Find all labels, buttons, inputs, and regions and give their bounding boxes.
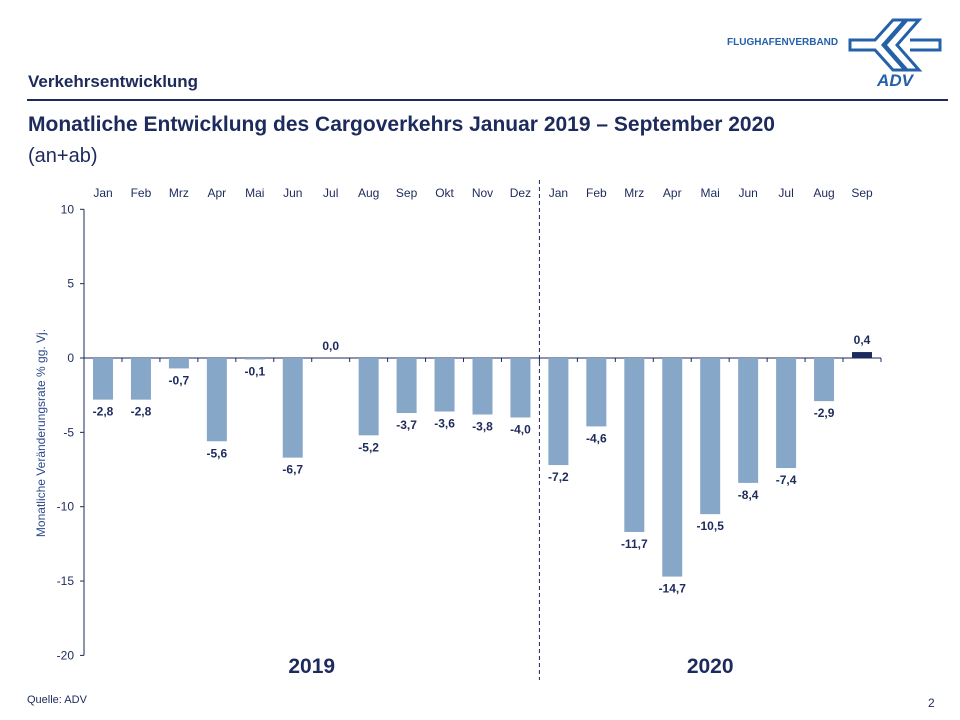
y-tick-label: -10 bbox=[57, 500, 75, 514]
x-tick-label: Jun bbox=[283, 186, 302, 200]
bar bbox=[93, 358, 113, 400]
data-label: -7,2 bbox=[548, 470, 569, 484]
bar bbox=[700, 358, 721, 515]
data-label: -5,6 bbox=[207, 446, 228, 460]
bar bbox=[852, 352, 872, 358]
x-tick-label: Mrz bbox=[169, 186, 189, 200]
x-tick-label: Mai bbox=[701, 186, 720, 200]
data-label: -7,4 bbox=[776, 473, 797, 487]
x-tick-label: Jan bbox=[93, 186, 112, 200]
bar bbox=[206, 358, 227, 442]
data-label: -4,6 bbox=[586, 431, 607, 445]
data-label: -8,4 bbox=[738, 488, 759, 502]
logo-text: FLUGHAFENVERBAND bbox=[727, 37, 839, 48]
x-tick-label: Aug bbox=[813, 186, 834, 200]
x-tick-label: Okt bbox=[435, 186, 454, 200]
data-label: -3,7 bbox=[396, 418, 417, 432]
page-subtitle: (an+ab) bbox=[28, 145, 98, 167]
bar bbox=[396, 358, 417, 414]
bar bbox=[586, 358, 607, 427]
x-tick-label: Feb bbox=[586, 186, 607, 200]
data-label: -14,7 bbox=[659, 582, 687, 596]
bar bbox=[358, 358, 379, 436]
x-tick-label: Sep bbox=[396, 186, 418, 200]
bar bbox=[662, 358, 683, 577]
bar bbox=[548, 358, 569, 466]
data-label: -6,7 bbox=[282, 463, 303, 477]
data-label: -3,6 bbox=[434, 417, 455, 431]
y-tick-label: 10 bbox=[61, 202, 75, 216]
bar bbox=[814, 358, 835, 402]
data-label: 0,4 bbox=[854, 333, 871, 347]
data-label: -2,8 bbox=[131, 405, 152, 419]
x-tick-label: Feb bbox=[131, 186, 152, 200]
data-label: -2,9 bbox=[814, 406, 835, 420]
bar bbox=[282, 358, 303, 458]
data-label: -0,7 bbox=[169, 373, 190, 387]
x-tick-label: Dez bbox=[510, 186, 531, 200]
data-label: -11,7 bbox=[621, 537, 648, 551]
data-label: -5,2 bbox=[358, 440, 379, 454]
x-tick-label: Jul bbox=[778, 186, 793, 200]
bar bbox=[624, 358, 645, 532]
bar bbox=[130, 358, 151, 400]
divider bbox=[27, 99, 948, 101]
data-label: -0,1 bbox=[244, 364, 265, 378]
data-label: -3,8 bbox=[472, 420, 493, 434]
x-tick-label: Jan bbox=[549, 186, 568, 200]
source-note: Quelle: ADV bbox=[27, 694, 87, 706]
y-tick-label: -15 bbox=[57, 574, 75, 588]
y-tick-label: 0 bbox=[67, 351, 74, 365]
adv-logo: ADV bbox=[848, 18, 942, 90]
y-tick-label: -5 bbox=[63, 425, 74, 439]
bar bbox=[434, 358, 455, 412]
x-tick-label: Mrz bbox=[624, 186, 644, 200]
x-tick-label: Aug bbox=[358, 186, 379, 200]
data-label: -10,5 bbox=[697, 519, 725, 533]
year-label: 2019 bbox=[288, 655, 335, 678]
bar bbox=[738, 358, 759, 483]
logo-mark: ADV bbox=[876, 71, 915, 90]
x-tick-label: Jun bbox=[738, 186, 757, 200]
x-tick-label: Nov bbox=[472, 186, 493, 200]
y-tick-label: 5 bbox=[67, 277, 74, 291]
y-tick-label: -20 bbox=[57, 648, 75, 662]
bar bbox=[510, 358, 531, 418]
data-label: -2,8 bbox=[93, 405, 114, 419]
page-number: 2 bbox=[928, 696, 935, 710]
x-tick-label: Apr bbox=[208, 186, 227, 200]
bar bbox=[776, 358, 797, 469]
bar bbox=[168, 358, 189, 369]
bar bbox=[244, 358, 265, 360]
bar bbox=[472, 358, 493, 415]
data-label: 0,0 bbox=[322, 339, 339, 353]
y-axis-label: Monatliche Veränderungsrate % gg. Vj. bbox=[34, 329, 48, 537]
x-tick-label: Apr bbox=[663, 186, 682, 200]
x-tick-label: Sep bbox=[851, 186, 873, 200]
page-title: Monatliche Entwicklung des Cargoverkehrs… bbox=[28, 113, 775, 136]
x-tick-label: Jul bbox=[323, 186, 338, 200]
year-label: 2020 bbox=[687, 655, 734, 678]
x-tick-label: Mai bbox=[245, 186, 264, 200]
data-label: -4,0 bbox=[510, 422, 531, 436]
section-title: Verkehrsentwicklung bbox=[28, 72, 199, 91]
